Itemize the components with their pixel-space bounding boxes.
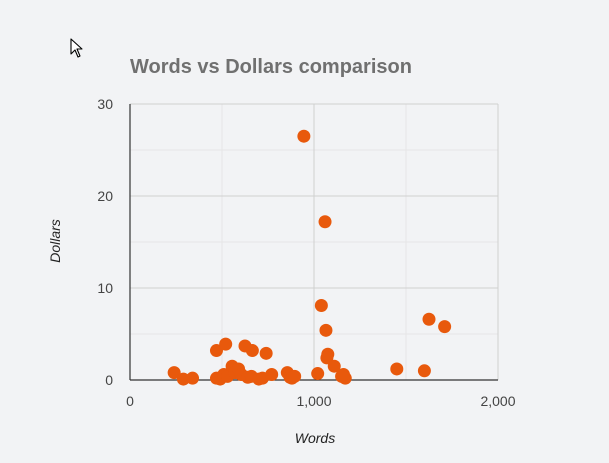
data-point[interactable] (336, 367, 350, 381)
data-point[interactable] (314, 298, 328, 312)
data-point[interactable] (288, 369, 302, 383)
data-point[interactable] (219, 337, 233, 351)
chart-title: Words vs Dollars comparison (130, 56, 412, 78)
data-point[interactable] (167, 366, 181, 380)
y-tick-labels: 0 10 20 30 (97, 96, 113, 388)
x-tick-label: 1,000 (296, 393, 331, 409)
y-tick-label: 30 (97, 96, 113, 112)
gridlines (130, 103, 499, 380)
data-point[interactable] (209, 344, 223, 358)
data-point[interactable] (259, 346, 273, 360)
data-point[interactable] (311, 367, 325, 381)
data-point[interactable] (186, 371, 200, 385)
data-point[interactable] (390, 362, 404, 376)
data-point[interactable] (318, 215, 332, 229)
data-point[interactable] (327, 359, 341, 373)
mouse-pointer-icon (70, 38, 83, 58)
x-tick-label: 0 (126, 393, 134, 409)
data-point[interactable] (245, 344, 259, 358)
y-axis-title: Dollars (47, 219, 63, 263)
y-tick-label: 0 (105, 372, 113, 388)
data-point[interactable] (422, 312, 436, 326)
data-point[interactable] (417, 364, 431, 378)
data-point[interactable] (297, 129, 311, 143)
x-axis-title: Words (295, 430, 335, 446)
y-tick-label: 20 (97, 188, 113, 204)
x-tick-labels: 0 1,000 2,000 (126, 393, 516, 409)
y-tick-label: 10 (97, 280, 113, 296)
data-point[interactable] (438, 320, 452, 334)
x-tick-label: 2,000 (480, 393, 515, 409)
data-points (167, 129, 452, 386)
data-point[interactable] (265, 367, 279, 381)
data-point[interactable] (319, 323, 333, 337)
